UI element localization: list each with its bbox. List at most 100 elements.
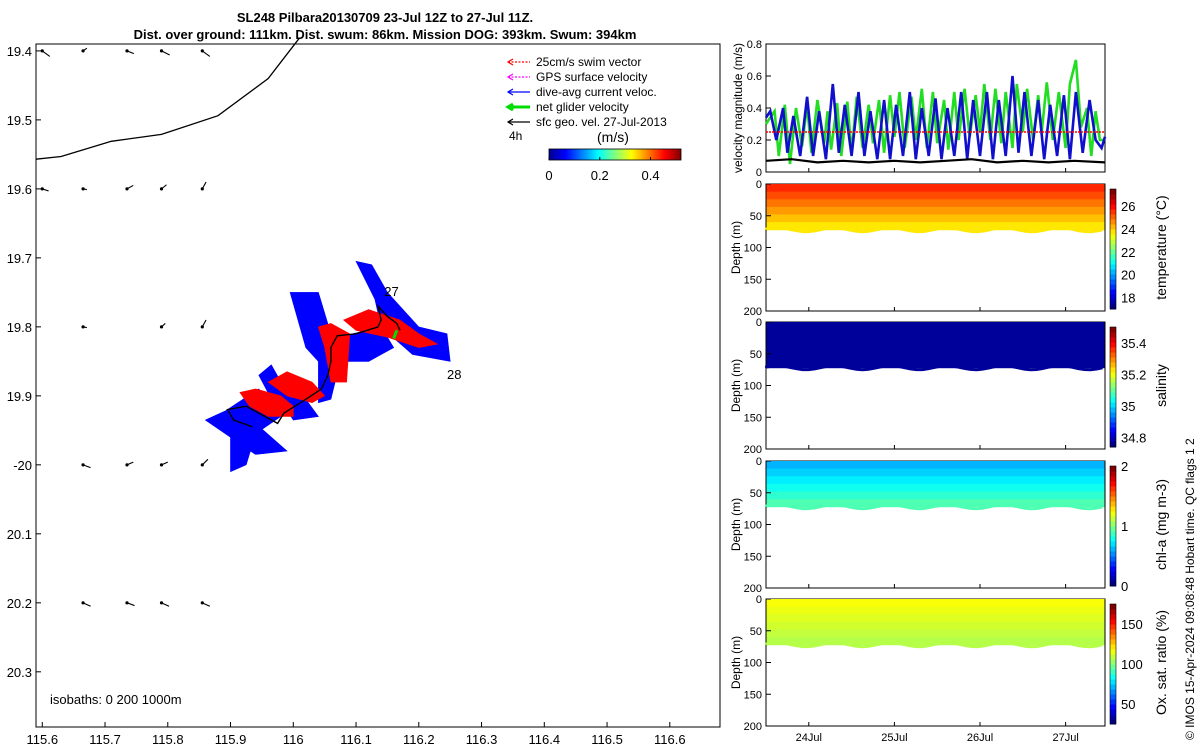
chla-colorbar-step [1110, 471, 1116, 477]
salinity-colorbar-step [1110, 387, 1116, 393]
sfc-geo-arrow-head [200, 463, 204, 467]
salinity-colorbar: 34.8 35 35.2 35.4 [1109, 326, 1146, 448]
chla-colorbar-step [1110, 531, 1116, 537]
oxygen-colorbar-frame [1109, 603, 1117, 725]
map-ytick-label: 19.4 [7, 44, 32, 59]
velocity-series-line [764, 75, 1107, 160]
salinity-data-layer [766, 329, 1105, 338]
isobaths-label: isobaths: 0 200 1000m [50, 692, 182, 707]
temperature-colorbar-step [1110, 239, 1116, 245]
temperature-colorbar-step [1110, 299, 1116, 305]
velocity-ytick-label: 0.2 [747, 135, 762, 147]
legend-extra-label: 4h [509, 129, 522, 143]
chla-colorbar-frame [1109, 465, 1117, 587]
chla-colorbar-step [1110, 491, 1116, 497]
map-xtick-label: 116.5 [591, 732, 623, 747]
time-axis-label: 24Jul [796, 732, 822, 744]
temperature-colorbar-step [1110, 284, 1116, 290]
salinity-colorbar-step [1110, 417, 1116, 423]
chla-ytick-label: 100 [744, 520, 762, 532]
legend-arrow [506, 58, 514, 66]
salinity-colorbar-tick-label: 35.4 [1121, 336, 1146, 351]
oxygen-colorbar-step [1110, 704, 1116, 710]
velocity-panel: 0 0.2 0.4 0.6 0.8 velocity magnitude (m/s) [731, 39, 1107, 179]
sfc-geo-arrow-head [125, 601, 129, 605]
day-label: 28 [447, 367, 461, 382]
chla-colorbar-step [1110, 581, 1116, 587]
chla-colorbar-step [1110, 551, 1116, 557]
salinity-colorbar-step [1110, 402, 1116, 408]
legend-arrow [505, 102, 514, 112]
velocity-ytick-label: 0 [756, 167, 762, 179]
legend-label: dive-avg current veloc. [536, 85, 657, 99]
salinity-colorbar-step [1110, 342, 1116, 348]
chla-colorbar-step [1110, 526, 1116, 532]
sfc-geo-arrow-head [159, 49, 164, 53]
chla-data-layer [766, 483, 1105, 492]
map-panel: 115.6 115.7 115.8 115.9 116 116.1 116.2 116.3 11… [7, 37, 721, 747]
time-axis-label: 27Jul [1052, 732, 1078, 744]
temperature-colorbar-step [1110, 224, 1116, 230]
velocity-ylabel: velocity magnitude (m/s) [731, 43, 745, 173]
sfc-geo-arrow-head [159, 601, 164, 605]
chla-colorbar-tick-label: 0 [1121, 579, 1128, 594]
sfc-geo-arrow-head [81, 325, 85, 329]
oxygen-colorbar-step [1110, 624, 1116, 630]
temperature-data-layer [766, 184, 1105, 193]
temperature-ytick-label: 150 [744, 274, 762, 286]
temperature-colorbar-step [1110, 189, 1116, 195]
salinity-data-layer [766, 360, 1105, 369]
legend-arrow [506, 118, 514, 126]
map-ytick-label: 19.7 [7, 251, 32, 266]
chla-colorbar-step [1110, 486, 1116, 492]
temperature-colorbar-label: temperature (°C) [1153, 195, 1169, 299]
legend-arrow [506, 88, 514, 96]
chla-colorbar-tick-label: 1 [1121, 519, 1128, 534]
map-xtick-label: 116.2 [403, 732, 435, 747]
oxygen-colorbar-step [1110, 674, 1116, 680]
sfc-geo-arrow-head [200, 187, 204, 191]
time-axis-label: 26Jul [967, 732, 993, 744]
oxygen-ytick-label: 50 [750, 626, 762, 638]
oxygen-colorbar-tick-label: 100 [1121, 657, 1143, 672]
temperature-ytick-label: 100 [744, 243, 762, 255]
oxygen-colorbar-step [1110, 714, 1116, 720]
oxygen-colorbar-label: Ox. sat. ratio (%) [1153, 610, 1169, 715]
salinity-colorbar-step [1110, 412, 1116, 418]
dive-avg-vector-swath [230, 433, 257, 473]
salinity-panel: 0 50 100 150 200 Depth (m) 34.8 35 35.2 35.4 salin… [729, 317, 1169, 456]
oxygen-ylabel: Depth (m) [729, 636, 743, 689]
sfc-geo-arrow-head [125, 187, 129, 191]
sfc-geo-arrow-head [81, 187, 85, 191]
map-xtick-label: 116.3 [466, 732, 498, 747]
map-ytick-label: 20.2 [7, 596, 32, 611]
temperature-colorbar-step [1110, 294, 1116, 300]
sfc-geo-arrow-head [81, 463, 85, 467]
oxygen-colorbar-step [1110, 649, 1116, 655]
chla-data-layer [766, 476, 1105, 485]
map-ytick-label: 20.3 [7, 665, 32, 680]
chla-colorbar-step [1110, 516, 1116, 522]
chla-data-layer [766, 468, 1105, 477]
velocity-ytick-label: 0.8 [747, 39, 762, 51]
chla-bottom-edge [765, 503, 1103, 511]
legend-label: net glider velocity [536, 100, 629, 114]
temperature-data-layer [766, 222, 1105, 231]
temperature-colorbar-step [1110, 254, 1116, 260]
map-ytick-label: 19.8 [7, 320, 32, 335]
salinity-data-layer [766, 337, 1105, 346]
chla-ylabel: Depth (m) [729, 498, 743, 551]
temperature-data-layer [766, 199, 1105, 208]
oxygen-colorbar-step [1110, 654, 1116, 660]
oxygen-colorbar-step [1110, 639, 1116, 645]
net-glider-velocity [392, 329, 399, 340]
figure-title-line1: SL248 Pilbara20130709 23-Jul 12Z to 27-J… [236, 10, 534, 25]
map-ytick-label: 19.9 [7, 389, 32, 404]
oxygen-colorbar-step [1110, 604, 1116, 610]
swim-vector-swath [318, 323, 351, 383]
temperature-ytick-label: 50 [750, 211, 762, 223]
salinity-colorbar-step [1110, 362, 1116, 368]
chla-colorbar-step [1110, 541, 1116, 547]
chla-colorbar-step [1110, 481, 1116, 487]
map-xtick-label: 115.7 [89, 732, 121, 747]
